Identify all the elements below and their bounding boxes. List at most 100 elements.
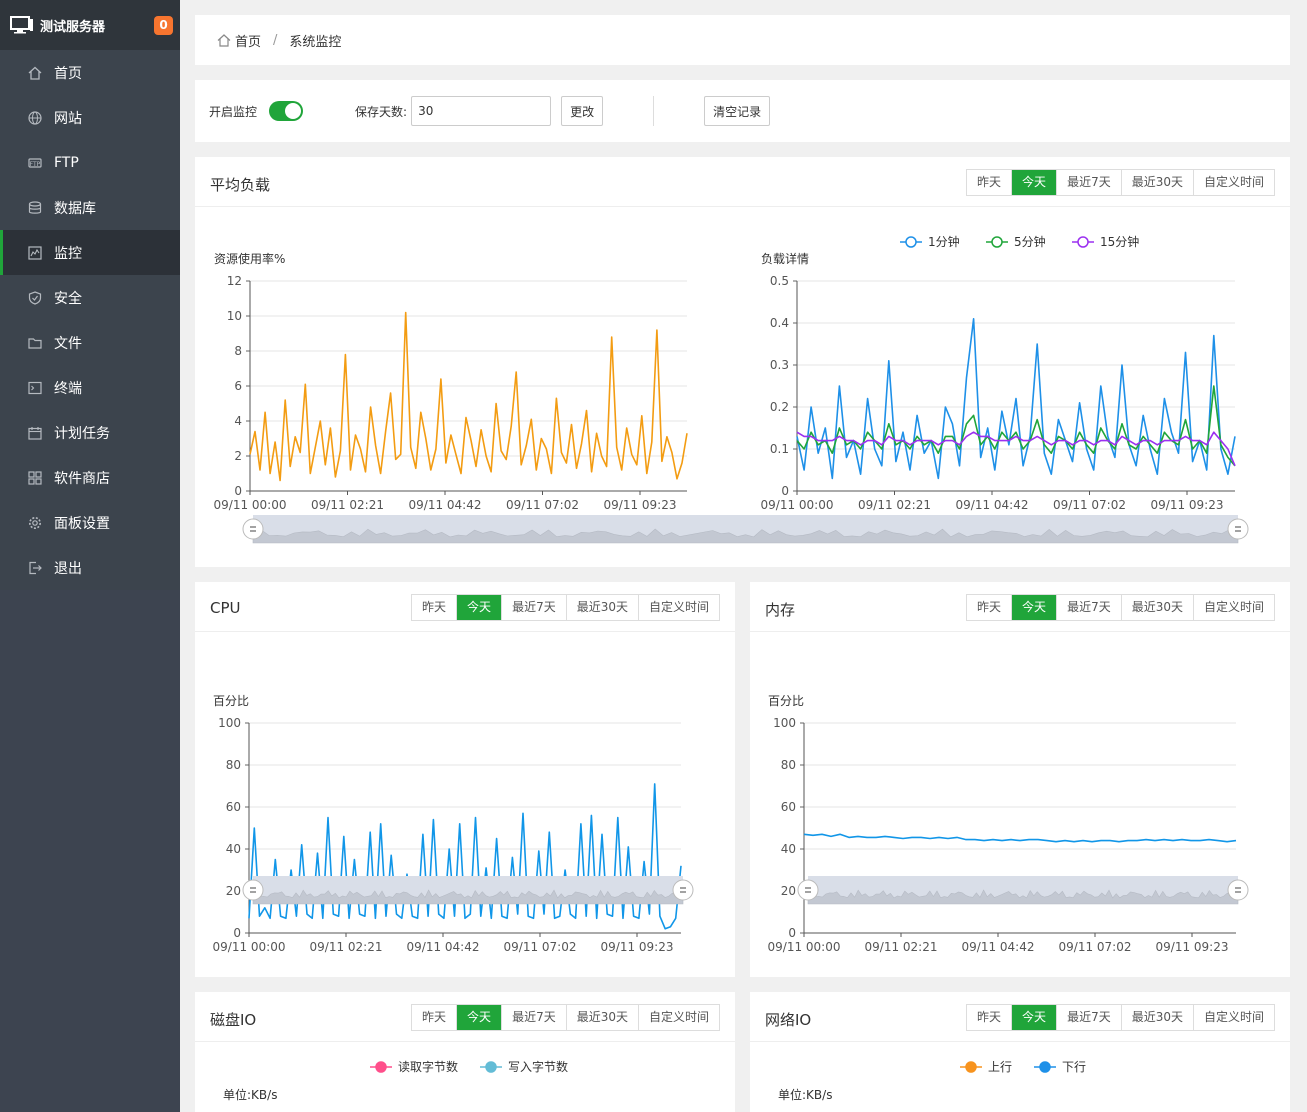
x-tick-label: 09/11 09:23	[1151, 498, 1224, 512]
notification-badge[interactable]: 0	[154, 16, 173, 35]
y-axis-label: 百分比	[213, 694, 249, 708]
change-button[interactable]: 更改	[561, 96, 604, 126]
load-card: 平均负载 昨天 今天 最近7天 最近30天 自定义时间 资源使用率% 0 2 4 6 8 10 12 0…	[195, 157, 1290, 567]
disk-io-tabs-tab-4[interactable]: 自定义时间	[637, 1005, 719, 1030]
memory-tabs-tab-4[interactable]: 自定义时间	[1192, 595, 1274, 620]
x-tick-label: 09/11 00:00	[761, 498, 834, 512]
cpu-tabs-tab-4[interactable]: 自定义时间	[637, 595, 719, 620]
y-tick-label: 0.4	[770, 316, 789, 330]
cpu-plot: 百分比 0 20 40 60 80 100 09/11 00:00 09/11 02:21 09/…	[213, 694, 682, 954]
network-io-tabs-tab-0[interactable]: 昨天	[967, 1005, 1012, 1030]
svg-text:写入字节数: 写入字节数	[508, 1059, 568, 1074]
cpu-card: CPU 昨天 今天 最近7天 最近30天 自定义时间 百分比 0 20 40 60 80 100 09…	[195, 582, 735, 977]
sidebar-item-2[interactable]: FTP FTP	[0, 140, 180, 185]
monitor-chart-icon	[28, 245, 42, 260]
server-header[interactable]: 测试服务器 0	[0, 0, 180, 50]
sidebar-item-8[interactable]: 计划任务	[0, 410, 180, 455]
y-tick-label: 20	[781, 884, 796, 898]
cpu-tabs-tab-1[interactable]: 今天	[456, 595, 502, 620]
sidebar-item-10[interactable]: 面板设置	[0, 500, 180, 545]
sidebar-item-5[interactable]: 安全	[0, 275, 180, 320]
mem-plot: 百分比 0 20 40 60 80 100 09/11 00:00 09/11 02:21 09/…	[768, 694, 1237, 954]
sidebar-item-label: 软件商店	[54, 470, 110, 487]
legend-item-2[interactable]: 15分钟	[1072, 234, 1139, 249]
network-io-tabs-tab-2[interactable]: 最近7天	[1056, 1005, 1121, 1030]
x-tick-label: 09/11 04:42	[956, 498, 1029, 512]
y-tick-label: 4	[234, 414, 242, 428]
memory-chart: 百分比 0 20 40 60 80 100 09/11 00:00 09/11 02:21 09/…	[768, 694, 1249, 954]
sidebar-item-label: 监控	[54, 245, 82, 262]
legend-item-0[interactable]: 读取字节数	[370, 1059, 458, 1074]
sidebar-item-label: 数据库	[54, 200, 96, 217]
sidebar-item-7[interactable]: 终端	[0, 365, 180, 410]
network-io-card: 网络IO 昨天 今天 最近7天 最近30天 自定义时间 上行 下行 单位:KB/s	[750, 992, 1290, 1112]
sidebar-item-3[interactable]: 数据库	[0, 185, 180, 230]
y-tick-label: 80	[226, 758, 241, 772]
save-days-input[interactable]	[411, 96, 552, 126]
load-chart: 资源使用率% 0 2 4 6 8 10 12 09/11 00:00 09/11 02:21 09/…	[214, 234, 1249, 544]
sidebar-item-1[interactable]: 网站	[0, 95, 180, 140]
y-tick-label: 80	[781, 758, 796, 772]
legend-item-1[interactable]: 下行	[1034, 1060, 1086, 1074]
card-divider	[750, 1041, 1290, 1042]
x-tick-label: 09/11 00:00	[213, 940, 286, 954]
zoom-handle-left[interactable]	[242, 879, 264, 901]
cpu-tabs-tab-2[interactable]: 最近7天	[501, 595, 566, 620]
memory-tabs: 昨天 今天 最近7天 最近30天 自定义时间	[966, 594, 1275, 621]
y-tick-label: 0	[788, 926, 796, 940]
y-axis-label: 资源使用率%	[214, 251, 285, 266]
load-tabs-tab-0[interactable]: 昨天	[967, 170, 1012, 195]
zoom-handle-right[interactable]	[1227, 518, 1249, 540]
legend-item-0[interactable]: 上行	[960, 1060, 1012, 1074]
zoom-handle-right[interactable]	[1227, 879, 1249, 901]
memory-tabs-tab-2[interactable]: 最近7天	[1056, 595, 1121, 620]
disk-io-tabs-tab-0[interactable]: 昨天	[412, 1005, 457, 1030]
x-tick-label: 09/11 02:21	[311, 498, 384, 512]
zoom-slider[interactable]	[242, 876, 694, 905]
load-tabs-tab-1[interactable]: 今天	[1011, 170, 1057, 195]
home-icon	[28, 66, 42, 80]
disk-io-tabs: 昨天 今天 最近7天 最近30天 自定义时间	[411, 1004, 720, 1031]
zoom-handle-left[interactable]	[797, 879, 819, 901]
cpu-tabs-tab-0[interactable]: 昨天	[412, 595, 457, 620]
load-tabs-tab-2[interactable]: 最近7天	[1056, 170, 1121, 195]
sidebar: 测试服务器 0 首页网站 FTP FTP 数据库监控安全 文件 终端 计划任务软件商店面板设…	[0, 0, 180, 1112]
disk-io-tabs-tab-1[interactable]: 今天	[456, 1005, 502, 1030]
sidebar-item-9[interactable]: 软件商店	[0, 455, 180, 500]
sidebar-item-label: 网站	[54, 110, 82, 127]
series-1	[796, 385, 1236, 467]
sidebar-item-6[interactable]: 文件	[0, 320, 180, 365]
breadcrumb-home[interactable]: 首页	[235, 34, 262, 50]
sidebar-item-4[interactable]: 监控	[0, 230, 180, 275]
monitor-toggle[interactable]	[269, 101, 304, 121]
memory-tabs-tab-0[interactable]: 昨天	[967, 595, 1012, 620]
legend-item-1[interactable]: 写入字节数	[480, 1059, 568, 1074]
zoom-handle-right[interactable]	[672, 879, 694, 901]
memory-tabs-tab-1[interactable]: 今天	[1011, 595, 1057, 620]
network-io-tabs-tab-4[interactable]: 自定义时间	[1192, 1005, 1274, 1030]
clear-records-button[interactable]: 清空记录	[704, 96, 771, 126]
y-tick-label: 6	[234, 379, 242, 393]
network-io-tabs-tab-3[interactable]: 最近30天	[1120, 1005, 1193, 1030]
load-tabs-tab-4[interactable]: 自定义时间	[1192, 170, 1274, 195]
zoom-slider[interactable]	[797, 876, 1249, 905]
sidebar-item-0[interactable]: 首页	[0, 50, 180, 95]
disk-io-tabs-tab-3[interactable]: 最近30天	[565, 1005, 638, 1030]
sidebar-item-label: 面板设置	[54, 515, 110, 532]
zoom-silhouette	[252, 528, 1239, 544]
cpu-tabs-tab-3[interactable]: 最近30天	[565, 595, 638, 620]
y-axis-label: 单位:KB/s	[778, 1087, 832, 1102]
breadcrumb-separator: /	[273, 32, 278, 48]
series-line	[248, 783, 682, 930]
network-io-tabs-tab-1[interactable]: 今天	[1011, 1005, 1057, 1030]
zoom-slider[interactable]	[242, 515, 1249, 544]
x-tick-label: 09/11 02:21	[858, 498, 931, 512]
zoom-handle-left[interactable]	[242, 518, 264, 540]
disk-io-tabs-tab-2[interactable]: 最近7天	[501, 1005, 566, 1030]
legend-item-0[interactable]: 1分钟	[900, 234, 960, 249]
legend-item-1[interactable]: 5分钟	[986, 234, 1046, 249]
sidebar-item-11[interactable]: 退出	[0, 545, 180, 590]
load-tabs-tab-3[interactable]: 最近30天	[1120, 170, 1193, 195]
memory-tabs-tab-3[interactable]: 最近30天	[1120, 595, 1193, 620]
